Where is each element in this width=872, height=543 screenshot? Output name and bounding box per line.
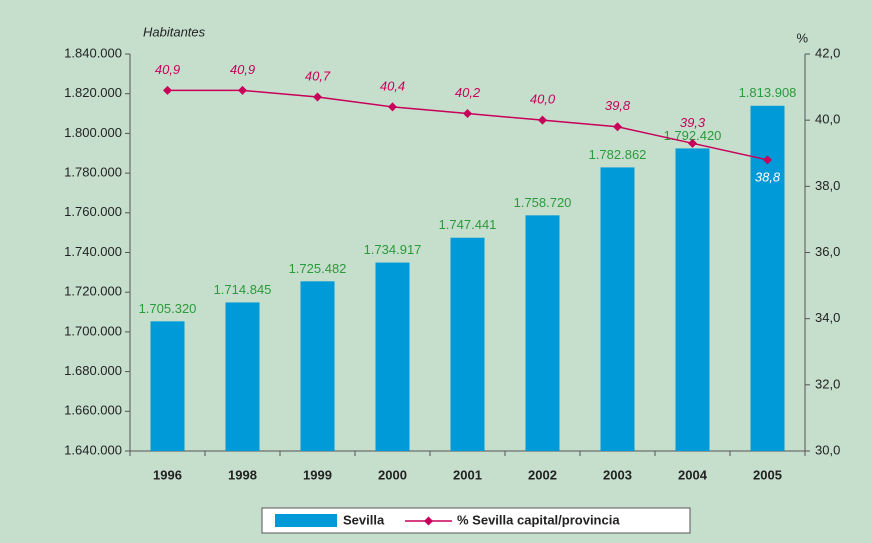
y2-tick-label: 38,0	[815, 178, 840, 193]
y2-tick-label: 34,0	[815, 310, 840, 325]
bar-value-label: 1.705.320	[139, 301, 197, 316]
y-tick-label: 1.840.000	[64, 45, 122, 60]
bar	[675, 148, 710, 452]
legend-label: Sevilla	[343, 512, 385, 527]
bar-value-label: 1.782.862	[589, 147, 647, 162]
y-tick-label: 1.700.000	[64, 323, 122, 338]
line-marker	[613, 122, 622, 132]
y2-tick-label: 42,0	[815, 45, 840, 60]
bar	[375, 262, 410, 451]
y-axis-label: Habitantes	[143, 24, 206, 39]
line-value-label: 40,0	[530, 92, 556, 107]
line-value-label: 39,3	[680, 115, 706, 130]
y-tick-label: 1.680.000	[64, 363, 122, 378]
y2-tick-label: 32,0	[815, 376, 840, 391]
x-tick-label: 2002	[528, 467, 557, 482]
y2-tick-label: 36,0	[815, 244, 840, 259]
line-value-label: 39,8	[605, 98, 631, 113]
line-marker	[313, 92, 322, 102]
line-marker	[238, 85, 247, 95]
bar-value-label: 1.747.441	[439, 217, 497, 232]
x-tick-label: 1998	[228, 467, 257, 482]
line-value-label: 40,9	[230, 62, 255, 77]
bar-value-label: 1.758.720	[514, 195, 572, 210]
line-value-label: 40,2	[455, 85, 481, 100]
y-tick-label: 1.720.000	[64, 284, 122, 299]
y-tick-label: 1.740.000	[64, 244, 122, 259]
y2-tick-label: 30,0	[815, 442, 840, 457]
line-marker	[388, 102, 397, 112]
legend-label: % Sevilla capital/provincia	[457, 512, 620, 527]
legend-line-marker	[424, 516, 433, 526]
bar-value-label: 1.714.845	[214, 282, 272, 297]
line-marker	[538, 115, 547, 125]
bar-value-label: 1.792.420	[664, 128, 722, 143]
bar	[225, 302, 260, 451]
x-tick-label: 2001	[453, 467, 482, 482]
y2-tick-label: 40,0	[815, 112, 840, 127]
bar	[450, 237, 485, 451]
x-tick-label: 2000	[378, 467, 407, 482]
y2-axis-label: %	[796, 30, 808, 45]
bar-value-label: 1.813.908	[739, 85, 797, 100]
x-tick-label: 2005	[753, 467, 782, 482]
bar	[600, 167, 635, 451]
legend-bar-swatch	[275, 514, 337, 527]
bar-value-label: 1.734.917	[364, 242, 422, 257]
y-tick-label: 1.800.000	[64, 125, 122, 140]
y-tick-label: 1.820.000	[64, 85, 122, 100]
line-value-label: 38,8	[755, 169, 781, 184]
x-tick-label: 2004	[678, 467, 708, 482]
y-tick-label: 1.760.000	[64, 204, 122, 219]
line-marker	[763, 155, 772, 165]
y-tick-label: 1.640.000	[64, 442, 122, 457]
line-value-label: 40,4	[380, 78, 405, 93]
y-tick-label: 1.780.000	[64, 165, 122, 180]
bar-value-label: 1.725.482	[289, 261, 347, 276]
bar	[525, 215, 560, 451]
bar	[150, 321, 185, 451]
line-value-label: 40,7	[305, 68, 331, 83]
x-tick-label: 1996	[153, 467, 182, 482]
bar	[300, 281, 335, 451]
x-tick-label: 2003	[603, 467, 632, 482]
line-value-label: 40,9	[155, 62, 180, 77]
y-tick-label: 1.660.000	[64, 403, 122, 418]
line-marker	[163, 85, 172, 95]
x-tick-label: 1999	[303, 467, 332, 482]
line-marker	[463, 109, 472, 119]
line-marker	[688, 138, 697, 148]
